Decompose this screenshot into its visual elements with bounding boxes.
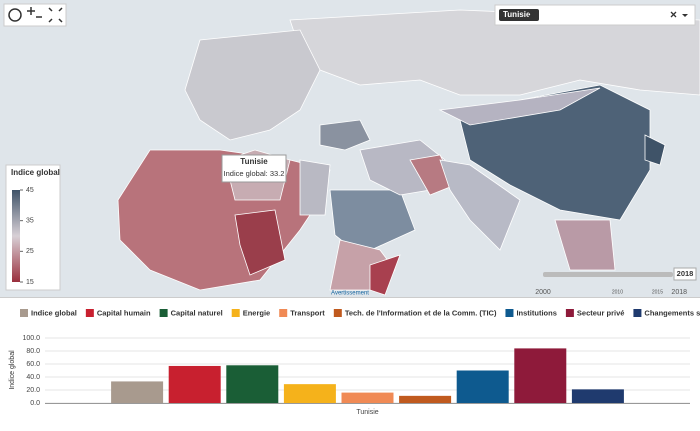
legend-swatch: [159, 309, 168, 317]
y-tick-label: 60.0: [26, 361, 40, 368]
zoom-buttons[interactable]: [27, 7, 42, 18]
y-tick-label: 100.0: [22, 335, 40, 342]
legend-title: Indice global: [11, 168, 60, 177]
legend-label: Secteur privé: [577, 308, 625, 317]
bar: [571, 389, 624, 403]
legend-tick-label: 35: [26, 218, 34, 225]
tooltip-text: Indice global: 33.2: [224, 169, 285, 178]
legend-swatch: [279, 309, 288, 317]
legend-swatch: [565, 309, 574, 317]
legend-label: Institutions: [516, 308, 556, 317]
dropdown-arrow[interactable]: [682, 14, 688, 17]
reset-button[interactable]: [8, 8, 22, 22]
legend-tick-label: 15: [26, 279, 34, 286]
tooltip: Tunisie Indice global: 33.2: [221, 154, 287, 183]
legend-label: Capital naturel: [171, 308, 223, 317]
bar: [341, 392, 394, 403]
bar: [399, 395, 452, 403]
y-tick-label: 80.0: [26, 348, 40, 355]
bar: [456, 370, 509, 403]
bar: [111, 381, 164, 403]
bar: [514, 348, 567, 403]
disclaimer-link[interactable]: Avertissement: [331, 291, 369, 297]
legend-tick-label: 45: [26, 187, 34, 194]
x-tick-label: Tunisie: [356, 409, 378, 416]
timeline-current-box[interactable]: [673, 267, 697, 281]
search-box[interactable]: [494, 4, 696, 26]
bar: [283, 384, 336, 403]
timeline-track[interactable]: [543, 272, 673, 277]
legend-swatch: [333, 309, 342, 317]
y-tick-label: 0.0: [30, 400, 40, 407]
y-tick-label: 40.0: [26, 374, 40, 381]
timeline-tick-label: 2018: [671, 289, 687, 296]
timeline-tick-label: 2010: [612, 289, 623, 295]
legend-label: Indice global: [31, 308, 77, 317]
legend-swatch: [633, 309, 642, 317]
timeline-current: 2018: [677, 269, 694, 278]
legend-label: Changements structurels: [644, 308, 700, 317]
bar: [168, 365, 221, 403]
legend-swatch: [20, 309, 28, 317]
legend-swatch: [231, 309, 240, 317]
legend-label: Capital humain: [97, 308, 151, 317]
legend-gradient: [12, 190, 20, 282]
legend-label: Tech. de l'Information et de la Comm. (T…: [345, 308, 497, 317]
legend-tick-label: 25: [26, 248, 34, 255]
fullscreen-button[interactable]: [48, 7, 63, 23]
y-tick-label: 20.0: [26, 387, 40, 394]
map-toolbar: [3, 3, 67, 27]
tooltip-title: Tunisie: [240, 157, 268, 166]
legend-swatch: [85, 309, 94, 317]
bar: [226, 365, 279, 403]
clear-icons[interactable]: [528, 11, 677, 18]
legend-swatch: [505, 309, 514, 317]
legend-label: Energie: [243, 308, 271, 317]
y-axis-label: Indice global: [9, 350, 16, 390]
timeline-tick-label: 2015: [652, 289, 663, 295]
timeline-tick-label: 2000: [535, 289, 551, 296]
legend-label: Transport: [290, 308, 325, 317]
tooltip-box: [221, 154, 287, 183]
search-tag-text: Tunisie: [503, 10, 531, 19]
